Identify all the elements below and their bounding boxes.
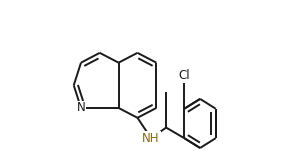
Text: Cl: Cl	[178, 69, 190, 82]
Text: N: N	[77, 101, 85, 114]
Text: NH: NH	[142, 132, 160, 145]
